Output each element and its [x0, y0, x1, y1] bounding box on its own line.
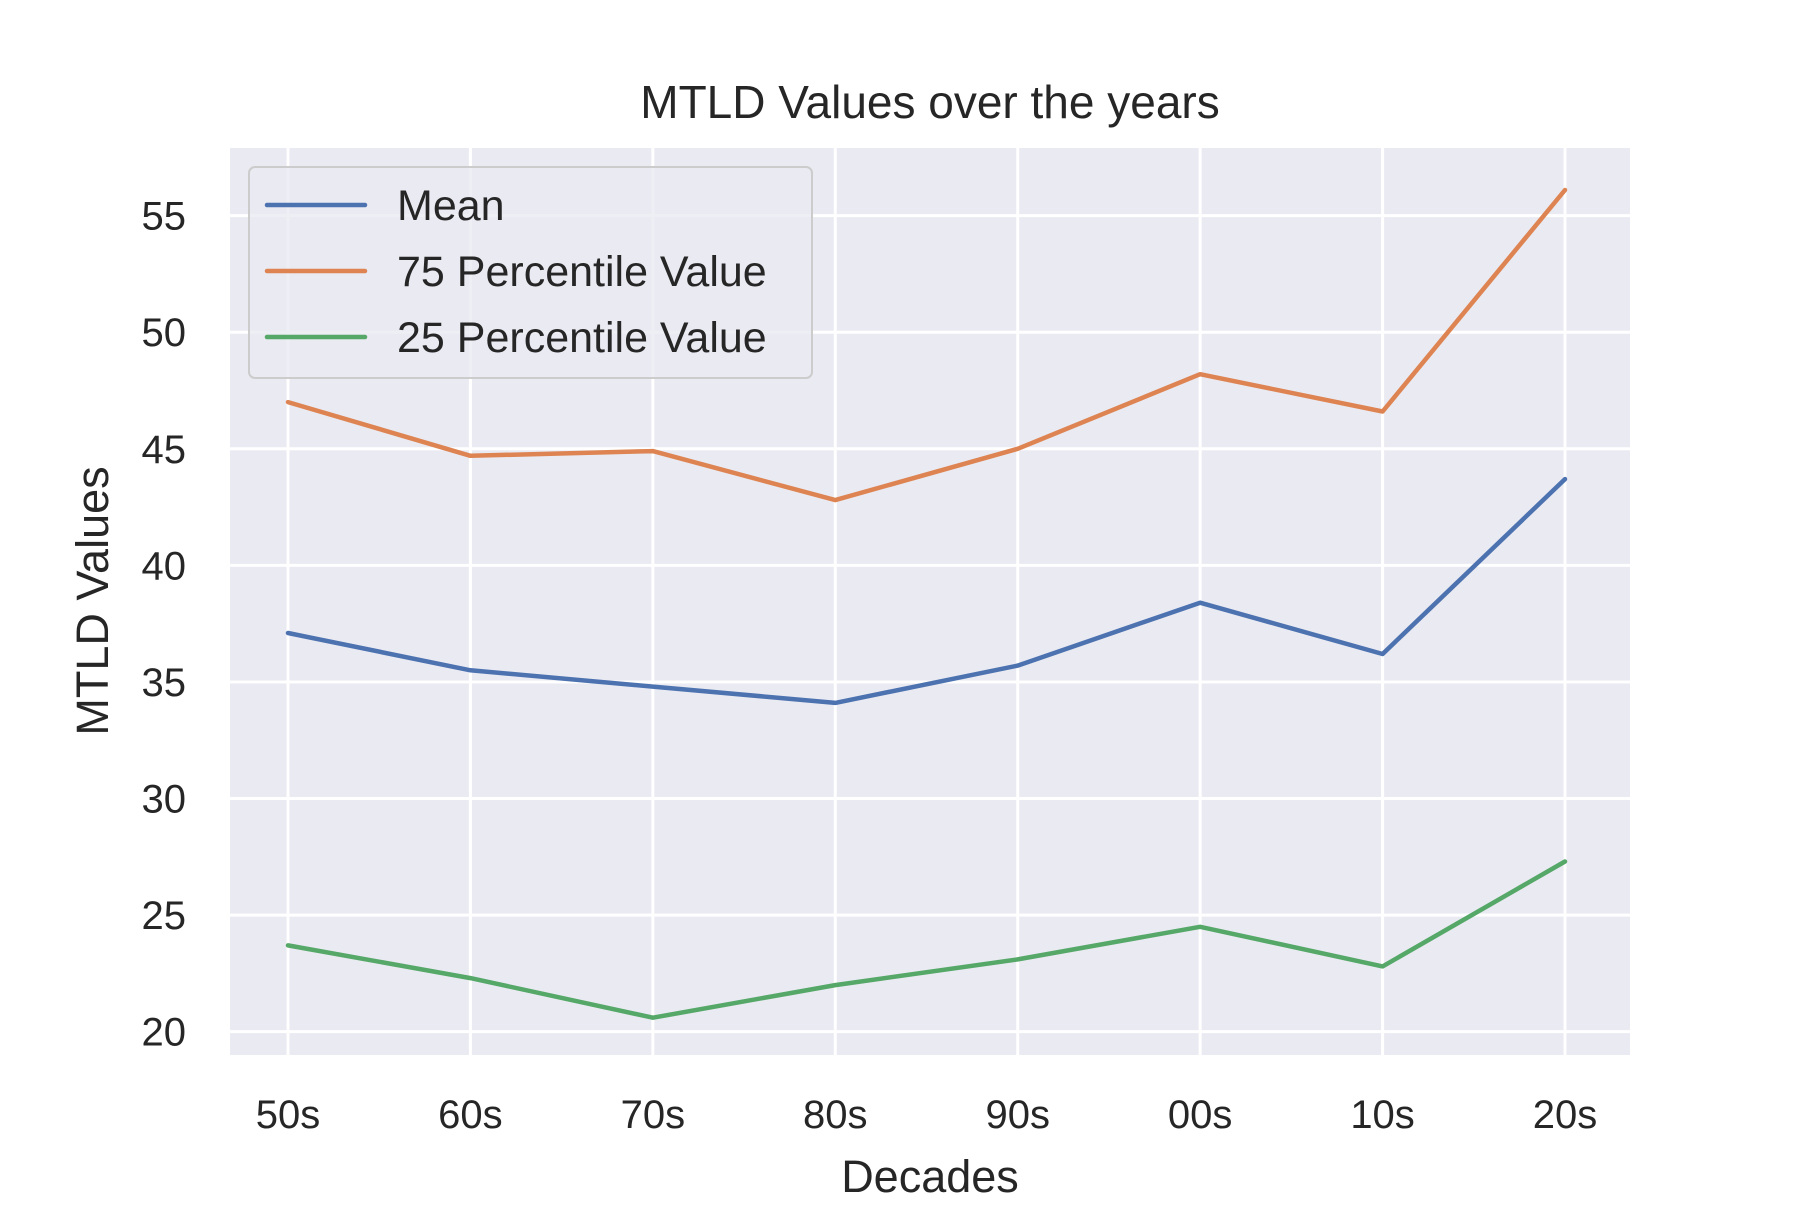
x-tick-label: 20s — [1533, 1093, 1598, 1137]
y-tick-label: 25 — [142, 894, 187, 938]
x-tick-label: 60s — [438, 1093, 503, 1137]
series-line-75-percentile-value — [285, 187, 1568, 503]
x-tick-label: 90s — [985, 1093, 1050, 1137]
legend: Mean 75 Percentile Value 25 Percentile V… — [248, 166, 813, 379]
series-line-25-percentile-value — [285, 859, 1568, 1020]
y-tick-label: 55 — [142, 195, 187, 239]
y-tick-label: 45 — [142, 428, 187, 472]
y-tick-label: 40 — [142, 544, 187, 588]
legend-label-25-percentile: 25 Percentile Value — [397, 314, 767, 362]
chart-title: MTLD Values over the years — [640, 76, 1220, 128]
x-tick-labels: 50s 60s 70s 80s 90s 00s 10s 20s — [256, 1093, 1598, 1137]
y-tick-labels: 20 25 30 35 40 45 50 55 — [142, 195, 187, 1055]
series-line-mean — [285, 476, 1568, 706]
legend-label-mean: Mean — [397, 182, 505, 230]
x-tick-label: 50s — [256, 1093, 321, 1137]
y-tick-label: 30 — [142, 778, 187, 822]
y-tick-label: 35 — [142, 661, 187, 705]
series-lines — [285, 187, 1568, 1020]
x-tick-label: 10s — [1350, 1093, 1415, 1137]
y-tick-label: 20 — [142, 1011, 187, 1055]
x-tick-label: 80s — [803, 1093, 868, 1137]
x-tick-label: 00s — [1168, 1093, 1233, 1137]
x-axis-label: Decades — [841, 1151, 1019, 1200]
legend-label-75-percentile: 75 Percentile Value — [397, 248, 767, 296]
y-tick-label: 50 — [142, 311, 187, 355]
x-tick-label: 70s — [621, 1093, 686, 1137]
legend-box — [248, 166, 813, 379]
y-axis-label: MTLD Values — [67, 466, 118, 735]
